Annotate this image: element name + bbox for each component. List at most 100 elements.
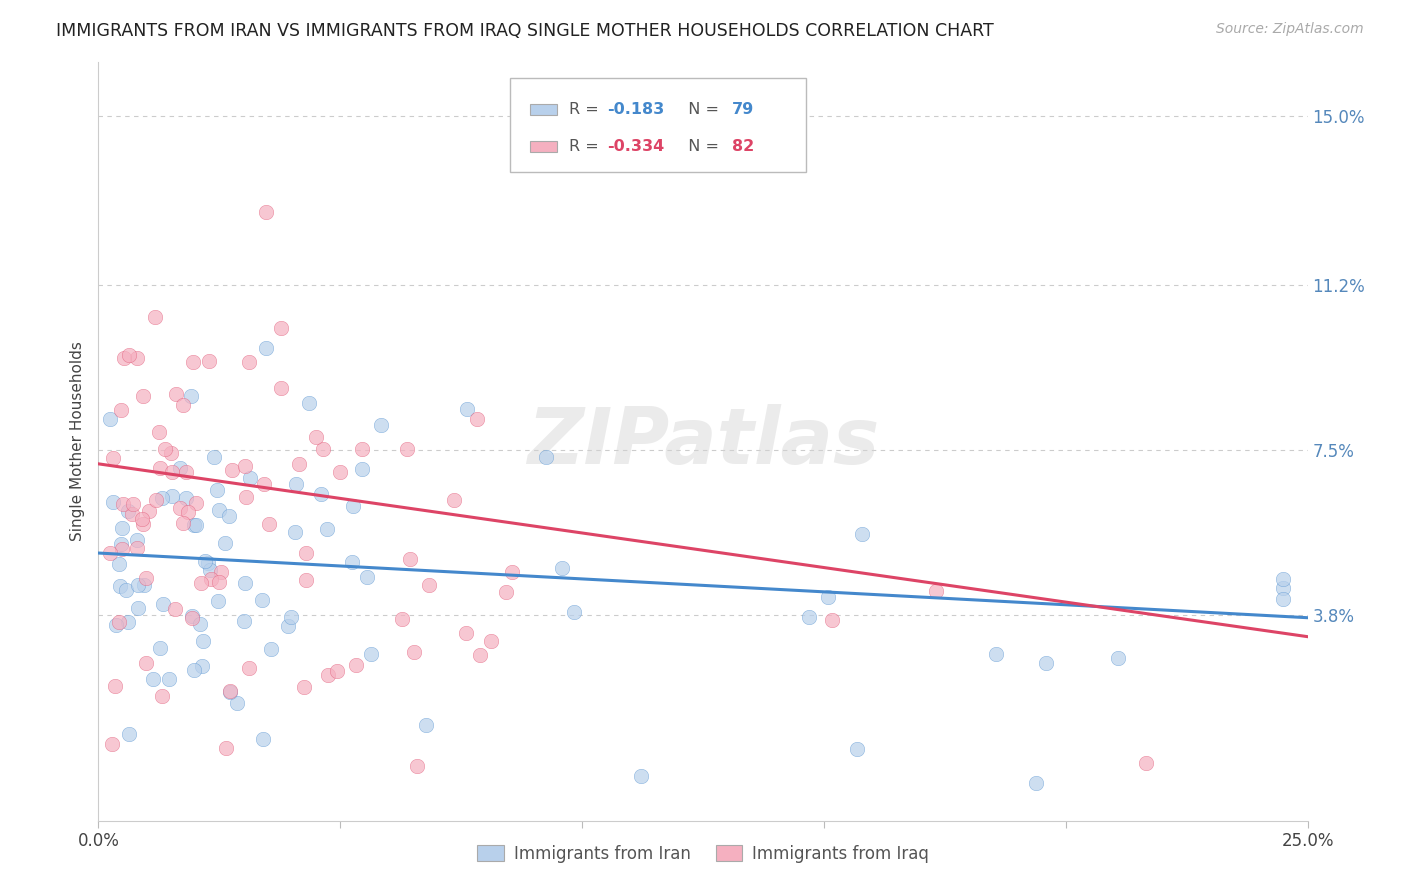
Point <box>277 619 299 633</box>
Point <box>105 618 128 632</box>
Point <box>200 563 222 577</box>
Point <box>456 402 478 417</box>
Point <box>197 557 219 571</box>
Legend: Immigrants from Iran, Immigrants from Iraq: Immigrants from Iran, Immigrants from Ir… <box>470 838 936 869</box>
Text: 82: 82 <box>733 139 754 154</box>
Point <box>112 497 135 511</box>
Point <box>284 476 307 491</box>
Point <box>188 617 211 632</box>
Point <box>207 593 229 607</box>
Point <box>270 320 292 334</box>
Point <box>157 672 180 686</box>
Point <box>150 491 173 505</box>
Point <box>396 442 419 457</box>
Point <box>172 516 194 531</box>
Point <box>924 583 946 598</box>
Point <box>135 656 157 670</box>
Point <box>122 497 145 511</box>
Point <box>238 355 260 369</box>
Point <box>342 499 364 513</box>
Point <box>295 546 318 560</box>
Point <box>110 537 132 551</box>
Point <box>138 504 160 518</box>
Point <box>135 571 157 585</box>
Point <box>180 388 202 402</box>
Point <box>169 460 191 475</box>
Point <box>143 310 166 325</box>
Point <box>292 680 315 694</box>
Point <box>181 611 204 625</box>
Point <box>145 493 167 508</box>
Text: Source: ZipAtlas.com: Source: ZipAtlas.com <box>1216 22 1364 37</box>
Point <box>253 476 276 491</box>
Point <box>630 769 652 783</box>
Point <box>149 641 172 656</box>
Point <box>1025 776 1047 790</box>
Point <box>326 665 349 679</box>
FancyBboxPatch shape <box>530 142 557 153</box>
Point <box>121 508 143 522</box>
Point <box>108 615 131 629</box>
Point <box>127 578 149 592</box>
Point <box>112 351 135 366</box>
Point <box>174 465 197 479</box>
Point <box>405 758 427 772</box>
Point <box>468 648 491 662</box>
Point <box>160 446 183 460</box>
Point <box>415 718 437 732</box>
Point <box>391 612 413 626</box>
Point <box>194 554 217 568</box>
Point <box>219 685 242 699</box>
Point <box>340 555 363 569</box>
Point <box>352 442 374 457</box>
Point <box>495 585 517 599</box>
Point <box>208 575 231 590</box>
Point <box>398 551 420 566</box>
Point <box>254 205 277 219</box>
Point <box>329 465 352 479</box>
Point <box>316 522 339 536</box>
Point <box>257 516 280 531</box>
Point <box>356 570 378 584</box>
Point <box>344 658 367 673</box>
Point <box>134 578 156 592</box>
Point <box>233 576 256 591</box>
Point <box>98 412 121 426</box>
Point <box>174 491 197 505</box>
Point <box>260 642 283 657</box>
Point <box>110 403 132 417</box>
Point <box>534 450 557 465</box>
Point <box>142 672 165 686</box>
Point <box>305 430 328 444</box>
Point <box>125 541 148 556</box>
Point <box>309 486 332 500</box>
Point <box>295 573 318 587</box>
Point <box>284 525 307 540</box>
Text: R =: R = <box>569 102 603 117</box>
Text: 79: 79 <box>733 102 754 117</box>
Point <box>851 526 873 541</box>
Point <box>233 615 256 629</box>
Point <box>214 536 236 550</box>
Point <box>360 647 382 661</box>
Point <box>103 495 125 509</box>
Point <box>152 597 174 611</box>
Point <box>181 355 204 369</box>
Point <box>183 663 205 677</box>
Point <box>198 353 221 368</box>
Point <box>350 462 373 476</box>
Point <box>111 521 134 535</box>
Point <box>163 602 186 616</box>
Text: ZIPatlas: ZIPatlas <box>527 403 879 480</box>
Point <box>131 516 153 531</box>
Point <box>193 634 215 648</box>
Point <box>479 633 502 648</box>
Point <box>550 561 572 575</box>
Point <box>298 396 321 410</box>
Point <box>1107 650 1129 665</box>
Point <box>131 511 153 525</box>
Point <box>233 458 256 473</box>
Point <box>501 565 523 579</box>
Point <box>107 558 129 572</box>
Point <box>111 541 134 556</box>
